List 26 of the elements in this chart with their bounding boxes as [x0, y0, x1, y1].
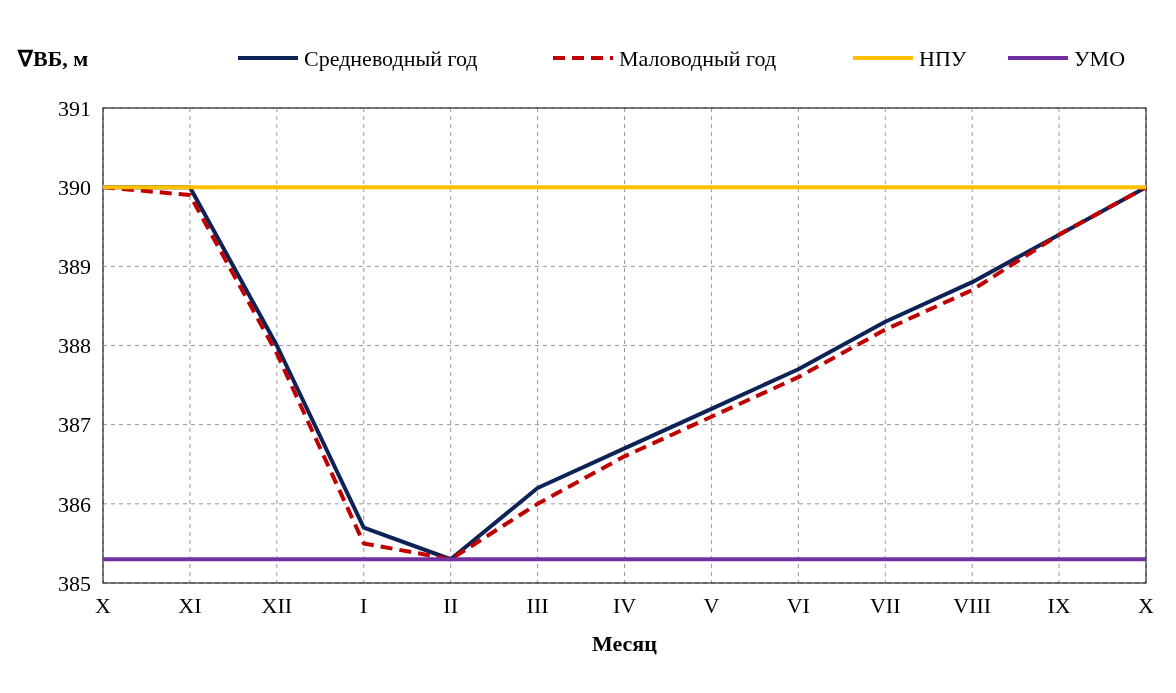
x-tick-label: IX: [1047, 593, 1071, 618]
legend-label: НПУ: [919, 45, 967, 71]
y-tick-label: 385: [58, 570, 91, 596]
legend-label: УМО: [1074, 45, 1126, 71]
y-tick-label: 387: [58, 412, 91, 438]
x-tick-label: VIII: [953, 593, 992, 618]
y-tick-label: 391: [58, 95, 91, 121]
y-axis-title: ∇ВБ, м: [17, 46, 89, 71]
x-tick-label: III: [526, 593, 549, 618]
x-tick-label: V: [703, 593, 720, 618]
x-tick-label: XII: [261, 593, 293, 618]
x-tick-label: XI: [178, 593, 202, 618]
x-tick-label: VII: [869, 593, 901, 618]
x-tick-label: VI: [786, 593, 810, 618]
y-tick-label: 388: [58, 333, 91, 359]
legend-label: Средневодный год: [304, 45, 478, 71]
x-tick-label: IV: [612, 593, 637, 618]
legend-label: Маловодный год: [619, 45, 777, 71]
x-tick-label: X: [1138, 593, 1155, 618]
x-axis-title: Месяц: [592, 631, 658, 656]
y-tick-label: 386: [58, 491, 91, 517]
x-tick-label: II: [443, 593, 458, 618]
y-tick-label: 389: [58, 254, 91, 280]
x-tick-label: I: [360, 593, 368, 618]
x-tick-label: X: [95, 593, 112, 618]
y-tick-label: 390: [58, 174, 91, 200]
